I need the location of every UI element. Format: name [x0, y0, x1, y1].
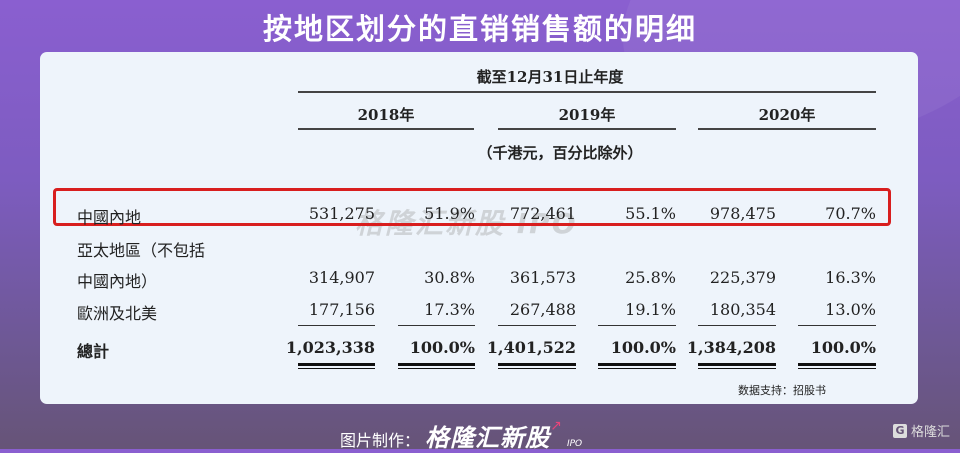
- highlight-box: [53, 188, 891, 226]
- subtotal-rule: [598, 325, 676, 326]
- footer-brand: 格隆汇新股: [425, 424, 551, 452]
- subtotal-rule: [498, 325, 576, 326]
- subtotal-rule: [398, 325, 475, 326]
- cell-total: 1,401,522: [486, 338, 576, 357]
- footer-ipo: IPO: [566, 439, 583, 449]
- cell: 17.3%: [424, 300, 475, 319]
- cell: 267,488: [509, 300, 576, 319]
- total-rule: [598, 368, 676, 369]
- cell: 30.8%: [424, 268, 475, 287]
- trend-arrow-icon: ↗: [550, 418, 562, 434]
- cell-total: 100.0%: [409, 338, 475, 357]
- cell: 225,379: [709, 268, 776, 287]
- total-rule: [798, 368, 876, 369]
- cell: 314,907: [308, 268, 375, 287]
- cell: 361,573: [509, 268, 576, 287]
- logo-text: 格隆汇: [910, 425, 950, 440]
- total-rule: [298, 363, 375, 366]
- cell-total: 1,023,338: [285, 338, 375, 357]
- data-source: 数据支持：招股书: [738, 384, 826, 397]
- cell: 51.9%: [424, 204, 475, 223]
- total-rule: [498, 368, 576, 369]
- header-rule: [298, 91, 876, 93]
- logo-g-icon: G: [892, 423, 907, 438]
- row-label: 中國內地: [77, 208, 142, 227]
- cell: 978,475: [709, 204, 776, 223]
- footer-label: 图片制作：: [340, 431, 421, 450]
- total-rule: [698, 368, 776, 369]
- year-rule: [298, 128, 474, 130]
- cell: 19.1%: [625, 300, 676, 319]
- total-rule: [698, 363, 776, 366]
- row-label-total: 總計: [77, 342, 110, 361]
- footer-credit: 图片制作： 格隆汇新股↗ IPO: [340, 418, 582, 453]
- subtotal-rule: [298, 325, 375, 326]
- total-rule: [598, 363, 676, 366]
- cell: 13.0%: [825, 300, 876, 319]
- cell: 531,275: [308, 204, 375, 223]
- total-rule: [498, 363, 576, 366]
- cell: 180,354: [709, 300, 776, 319]
- cell: 16.3%: [825, 268, 876, 287]
- year-rule: [698, 128, 876, 130]
- cell-total: 1,384,208: [686, 338, 776, 357]
- unit-note: （千港元，百分比除外）: [477, 144, 643, 162]
- total-rule: [398, 368, 475, 369]
- cell: 70.7%: [825, 204, 876, 223]
- cell: 55.1%: [625, 204, 676, 223]
- row-label: 歐洲及北美: [77, 304, 158, 323]
- year-2019: 2019年: [558, 106, 616, 124]
- cell: 25.8%: [625, 268, 676, 287]
- year-2020: 2020年: [758, 106, 816, 124]
- total-rule: [298, 368, 375, 369]
- table-card: [40, 52, 918, 404]
- cell-total: 100.0%: [610, 338, 676, 357]
- logo: G 格隆汇: [892, 421, 950, 440]
- row-label: 中國內地）: [77, 272, 158, 291]
- total-rule: [398, 363, 475, 366]
- total-rule: [798, 363, 876, 366]
- cell-total: 100.0%: [810, 338, 876, 357]
- year-2018: 2018年: [357, 106, 415, 124]
- cell: 177,156: [308, 300, 375, 319]
- subtotal-rule: [698, 325, 776, 326]
- page-title: 按地区划分的直销销售额的明细: [262, 12, 697, 46]
- period-header: 截至12月31日止年度: [476, 68, 624, 86]
- year-rule: [498, 128, 676, 130]
- subtotal-rule: [798, 325, 876, 326]
- row-label: 亞太地區（不包括: [77, 241, 206, 260]
- cell: 772,461: [509, 204, 576, 223]
